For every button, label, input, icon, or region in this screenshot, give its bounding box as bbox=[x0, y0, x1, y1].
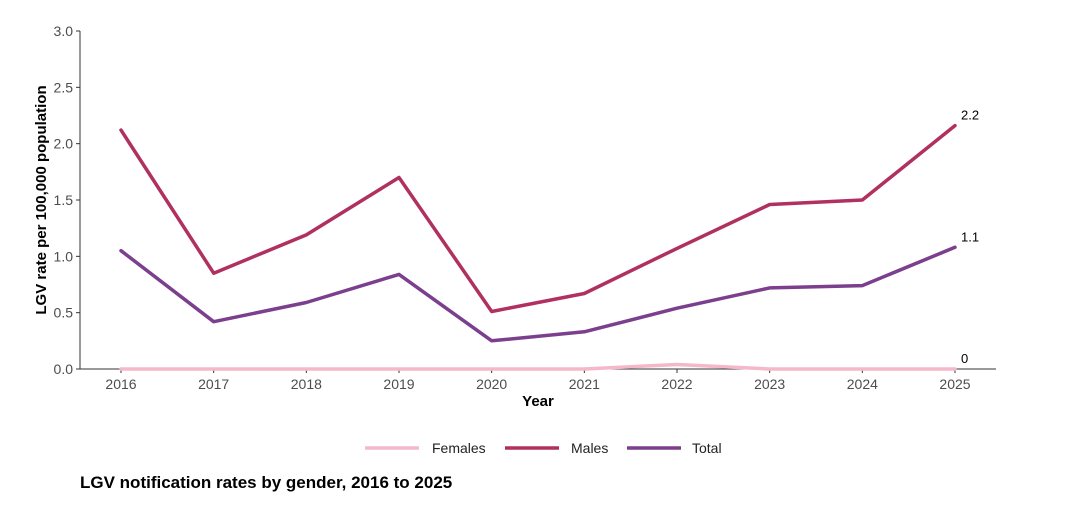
x-tick-label: 2025 bbox=[939, 376, 970, 392]
x-tick-label: 2018 bbox=[291, 376, 322, 392]
x-tick-label: 2023 bbox=[754, 376, 785, 392]
legend-label-males: Males bbox=[571, 440, 608, 456]
y-tick-label: 2.5 bbox=[54, 79, 74, 95]
end-label-males: 2.2 bbox=[961, 108, 979, 123]
axes: 0.0 0.5 1.0 1.5 2.0 2.5 3.0 2016 2017 2018 2019 202… bbox=[54, 23, 996, 392]
x-tick-label: 2020 bbox=[476, 376, 507, 392]
series-layer bbox=[119, 123, 957, 371]
y-tick-label: 1.5 bbox=[54, 192, 74, 208]
x-tick-label: 2017 bbox=[198, 376, 229, 392]
chart-caption: LGV notification rates by gender, 2016 t… bbox=[80, 473, 453, 492]
x-axis-title: Year bbox=[522, 393, 554, 410]
x-tick-label: 2019 bbox=[383, 376, 414, 392]
series-line-males bbox=[119, 123, 957, 314]
x-tick-label: 2024 bbox=[847, 376, 878, 392]
legend-label-females: Females bbox=[432, 440, 486, 456]
y-tick-label: 0.0 bbox=[54, 361, 74, 377]
y-tick-label: 3.0 bbox=[54, 23, 74, 39]
legend-label-total: Total bbox=[692, 440, 722, 456]
y-axis-title: LGV rate per 100,000 population bbox=[33, 85, 50, 314]
x-tick-label: 2016 bbox=[105, 376, 136, 392]
y-tick-label: 2.0 bbox=[54, 136, 74, 152]
series-line-total bbox=[119, 245, 957, 343]
x-tick-label: 2022 bbox=[661, 376, 692, 392]
x-tick-label: 2021 bbox=[569, 376, 600, 392]
y-tick-label: 1.0 bbox=[54, 248, 74, 264]
end-label-total: 1.1 bbox=[961, 229, 979, 244]
series-line-females bbox=[119, 362, 957, 371]
end-labels: 0 2.2 1.1 bbox=[961, 108, 979, 366]
legend: Females Males Total bbox=[365, 440, 722, 456]
y-tick-label: 0.5 bbox=[54, 305, 74, 321]
end-label-females: 0 bbox=[961, 351, 968, 366]
